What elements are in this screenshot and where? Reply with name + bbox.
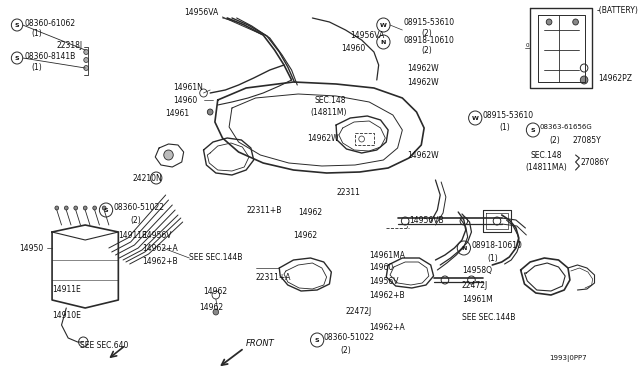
Text: 08915-53610: 08915-53610 bbox=[403, 17, 454, 26]
Text: N: N bbox=[461, 246, 467, 250]
Text: 14950: 14950 bbox=[19, 244, 43, 253]
Text: (1): (1) bbox=[488, 253, 499, 263]
Text: S: S bbox=[531, 128, 535, 132]
Text: 0: 0 bbox=[525, 42, 529, 48]
Text: (2): (2) bbox=[549, 135, 560, 144]
Text: 1993|0PP7: 1993|0PP7 bbox=[549, 355, 587, 362]
Text: 08918-10610: 08918-10610 bbox=[403, 35, 454, 45]
Text: 14962W: 14962W bbox=[407, 77, 438, 87]
Text: 14961MA: 14961MA bbox=[369, 250, 405, 260]
Text: 14962: 14962 bbox=[294, 231, 317, 240]
Text: 14962+B: 14962+B bbox=[369, 292, 405, 301]
Text: 14960: 14960 bbox=[369, 263, 394, 273]
Text: 14956VB: 14956VB bbox=[409, 215, 444, 224]
Text: 14961N: 14961N bbox=[173, 83, 203, 92]
Circle shape bbox=[580, 76, 588, 84]
Circle shape bbox=[84, 65, 88, 71]
Circle shape bbox=[84, 58, 88, 62]
Text: 14962+A: 14962+A bbox=[142, 244, 178, 253]
Circle shape bbox=[93, 206, 97, 210]
Text: FRONT: FRONT bbox=[246, 339, 275, 347]
Text: 14962+B: 14962+B bbox=[142, 257, 178, 266]
Text: SEE SEC.640: SEE SEC.640 bbox=[81, 340, 129, 350]
Circle shape bbox=[65, 206, 68, 210]
Text: S: S bbox=[15, 55, 19, 61]
Text: 22311: 22311 bbox=[336, 187, 360, 196]
Text: 22311+B: 22311+B bbox=[246, 205, 282, 215]
Text: S: S bbox=[15, 22, 19, 28]
Text: 22311+A: 22311+A bbox=[255, 273, 291, 282]
Text: S: S bbox=[315, 337, 319, 343]
Circle shape bbox=[573, 19, 579, 25]
Text: N: N bbox=[381, 39, 386, 45]
Text: (1): (1) bbox=[31, 29, 42, 38]
Circle shape bbox=[546, 19, 552, 25]
Text: 08360-51022: 08360-51022 bbox=[114, 202, 164, 212]
Text: (14811M): (14811M) bbox=[310, 108, 347, 116]
Text: 14962+A: 14962+A bbox=[369, 324, 405, 333]
Circle shape bbox=[207, 109, 213, 115]
Text: (1): (1) bbox=[499, 122, 509, 131]
Text: 14958Q: 14958Q bbox=[462, 266, 492, 275]
Text: W: W bbox=[472, 115, 479, 121]
Text: SEE SEC.144B: SEE SEC.144B bbox=[189, 253, 243, 263]
Text: 14962W: 14962W bbox=[407, 151, 438, 160]
Text: 14962: 14962 bbox=[298, 208, 323, 217]
Text: 14962: 14962 bbox=[199, 304, 223, 312]
Text: 27086Y: 27086Y bbox=[580, 157, 609, 167]
Text: (2): (2) bbox=[341, 346, 351, 355]
Text: 14956V: 14956V bbox=[369, 278, 399, 286]
Text: 14956VA: 14956VA bbox=[350, 31, 385, 39]
Text: 08915-53610: 08915-53610 bbox=[483, 110, 534, 119]
Text: 08918-10610: 08918-10610 bbox=[472, 241, 522, 250]
Text: W: W bbox=[380, 22, 387, 28]
Text: 14962W: 14962W bbox=[308, 134, 339, 142]
Text: 08360-8141B: 08360-8141B bbox=[24, 51, 76, 61]
Circle shape bbox=[84, 49, 88, 55]
Text: SEE SEC.144B: SEE SEC.144B bbox=[462, 314, 515, 323]
Text: 08360-51022: 08360-51022 bbox=[324, 333, 375, 341]
Text: SEC.148: SEC.148 bbox=[314, 96, 346, 105]
Text: (14811MA): (14811MA) bbox=[525, 163, 567, 171]
Text: 14962PZ: 14962PZ bbox=[598, 74, 632, 83]
Text: 08360-61062: 08360-61062 bbox=[24, 19, 76, 28]
Circle shape bbox=[55, 206, 59, 210]
Text: 22472J: 22472J bbox=[346, 308, 372, 317]
Text: 14956V: 14956V bbox=[142, 231, 172, 240]
Text: (2): (2) bbox=[421, 45, 432, 55]
Text: (1): (1) bbox=[31, 62, 42, 71]
Text: 22472J: 22472J bbox=[462, 280, 488, 289]
Circle shape bbox=[102, 206, 106, 210]
Circle shape bbox=[213, 309, 219, 315]
Text: -(BATTERY): -(BATTERY) bbox=[596, 6, 638, 15]
Text: 14961: 14961 bbox=[164, 109, 189, 118]
Text: 22318J: 22318J bbox=[57, 41, 83, 49]
Circle shape bbox=[164, 150, 173, 160]
Circle shape bbox=[74, 206, 77, 210]
Text: 14956VA: 14956VA bbox=[184, 7, 219, 16]
Circle shape bbox=[83, 206, 87, 210]
Text: 14962: 14962 bbox=[204, 288, 228, 296]
Text: 24210N: 24210N bbox=[132, 173, 163, 183]
Text: 14911E: 14911E bbox=[118, 231, 147, 240]
Text: (2): (2) bbox=[131, 215, 141, 224]
Text: 14910E: 14910E bbox=[52, 311, 81, 320]
Text: 14911E: 14911E bbox=[52, 285, 81, 295]
Text: (2): (2) bbox=[421, 29, 432, 38]
Text: 27085Y: 27085Y bbox=[573, 135, 602, 144]
Text: 08363-61656G: 08363-61656G bbox=[540, 124, 593, 130]
Text: 14962W: 14962W bbox=[407, 64, 438, 73]
Text: 14961M: 14961M bbox=[462, 295, 493, 305]
Text: S: S bbox=[104, 208, 108, 212]
Text: 14960: 14960 bbox=[341, 44, 365, 52]
Text: SEC.148: SEC.148 bbox=[530, 151, 562, 160]
Text: 14960: 14960 bbox=[173, 96, 198, 105]
